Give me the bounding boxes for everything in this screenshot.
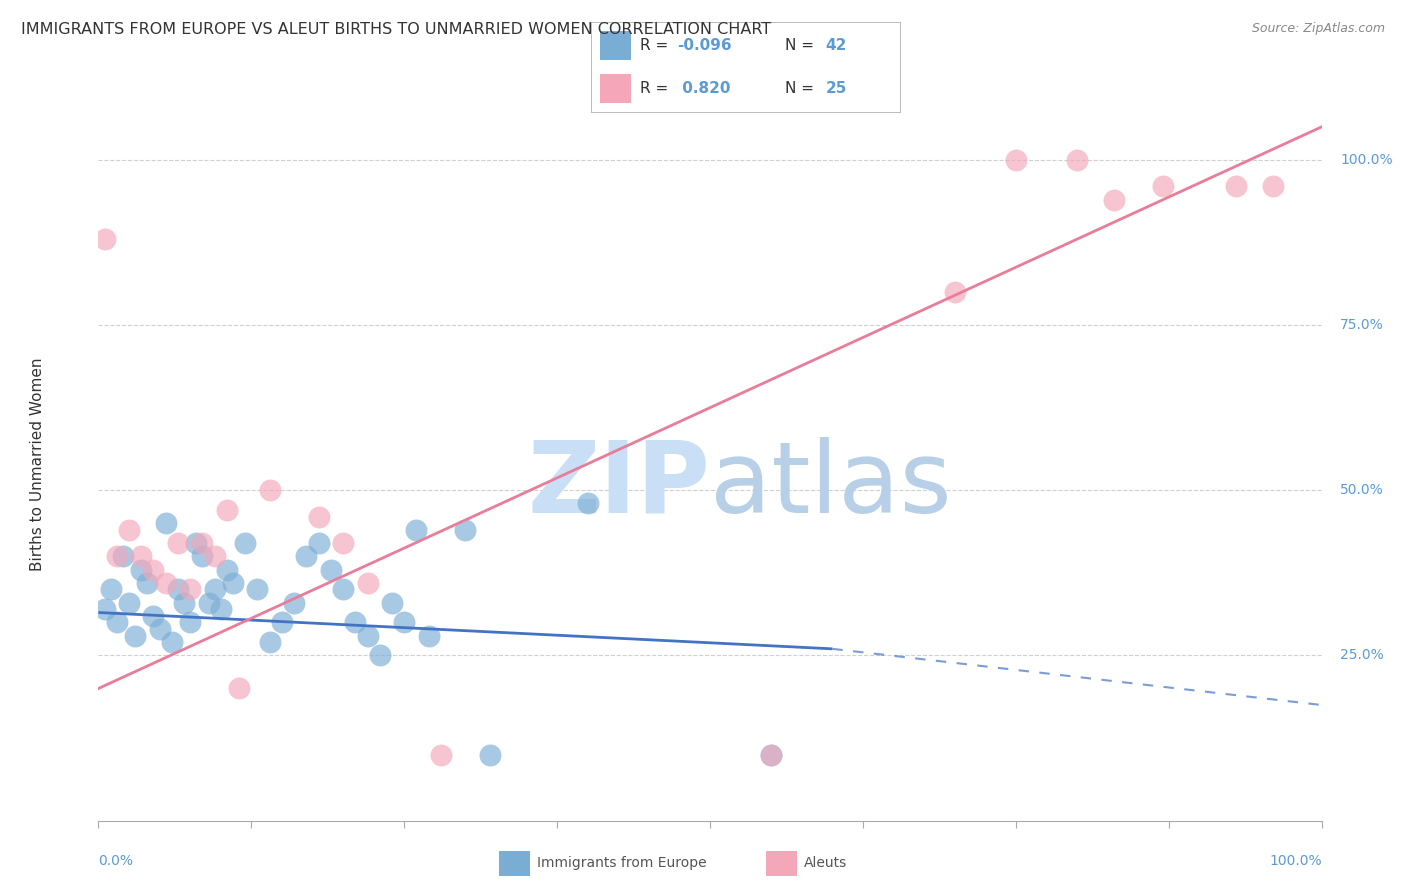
Point bbox=[197, 596, 219, 610]
Text: 25.0%: 25.0% bbox=[1340, 648, 1384, 663]
Point bbox=[129, 549, 152, 564]
Point bbox=[100, 582, 122, 597]
Point bbox=[332, 582, 354, 597]
Point bbox=[430, 747, 453, 762]
Point bbox=[405, 523, 427, 537]
Point bbox=[105, 549, 128, 564]
Text: R =: R = bbox=[640, 81, 673, 95]
Point bbox=[344, 615, 367, 630]
Text: Births to Unmarried Women: Births to Unmarried Women bbox=[30, 357, 45, 571]
Point bbox=[259, 635, 281, 649]
Point bbox=[204, 582, 226, 597]
Point bbox=[204, 549, 226, 564]
Point bbox=[129, 563, 152, 577]
Point bbox=[160, 635, 183, 649]
Text: 50.0%: 50.0% bbox=[1340, 483, 1384, 497]
Point bbox=[233, 536, 256, 550]
Point bbox=[761, 747, 783, 762]
Point bbox=[270, 615, 294, 630]
Point bbox=[167, 536, 190, 550]
Point bbox=[1225, 179, 1247, 194]
Point bbox=[332, 536, 354, 550]
Point bbox=[186, 536, 208, 550]
Point bbox=[308, 536, 330, 550]
Text: 75.0%: 75.0% bbox=[1340, 318, 1384, 332]
Point bbox=[124, 629, 146, 643]
Point bbox=[576, 496, 599, 510]
Text: IMMIGRANTS FROM EUROPE VS ALEUT BIRTHS TO UNMARRIED WOMEN CORRELATION CHART: IMMIGRANTS FROM EUROPE VS ALEUT BIRTHS T… bbox=[21, 22, 772, 37]
Point bbox=[179, 582, 201, 597]
Point bbox=[478, 747, 501, 762]
Point bbox=[1261, 179, 1284, 194]
Text: 25: 25 bbox=[825, 81, 846, 95]
Point bbox=[93, 232, 115, 246]
Point bbox=[418, 629, 440, 643]
Text: Aleuts: Aleuts bbox=[804, 856, 848, 871]
Point bbox=[228, 681, 250, 696]
Point bbox=[118, 523, 141, 537]
Point bbox=[308, 509, 330, 524]
Point bbox=[215, 503, 238, 517]
Point bbox=[155, 575, 177, 590]
Bar bbox=[600, 74, 631, 103]
Text: N =: N = bbox=[786, 38, 820, 53]
Point bbox=[761, 747, 783, 762]
Point bbox=[368, 648, 391, 663]
Point bbox=[111, 549, 134, 564]
Text: 0.0%: 0.0% bbox=[98, 854, 134, 868]
Point bbox=[191, 549, 214, 564]
Text: R =: R = bbox=[640, 38, 673, 53]
Text: 100.0%: 100.0% bbox=[1270, 854, 1322, 868]
Point bbox=[93, 602, 115, 616]
Point bbox=[149, 622, 172, 636]
Text: N =: N = bbox=[786, 81, 820, 95]
Point bbox=[356, 629, 378, 643]
Text: -0.096: -0.096 bbox=[678, 38, 731, 53]
Text: 100.0%: 100.0% bbox=[1340, 153, 1392, 167]
Point bbox=[142, 608, 165, 623]
Point bbox=[381, 596, 404, 610]
Point bbox=[259, 483, 281, 498]
Point bbox=[943, 285, 966, 299]
Text: Source: ZipAtlas.com: Source: ZipAtlas.com bbox=[1251, 22, 1385, 36]
Text: atlas: atlas bbox=[710, 437, 952, 533]
Point bbox=[155, 516, 177, 531]
Point bbox=[295, 549, 318, 564]
Text: 0.820: 0.820 bbox=[678, 81, 731, 95]
Point bbox=[222, 575, 245, 590]
Point bbox=[319, 563, 342, 577]
Point bbox=[454, 523, 477, 537]
Point bbox=[105, 615, 128, 630]
Point bbox=[356, 575, 378, 590]
Point bbox=[179, 615, 201, 630]
Point bbox=[136, 575, 159, 590]
Text: Immigrants from Europe: Immigrants from Europe bbox=[537, 856, 707, 871]
Point bbox=[1152, 179, 1174, 194]
Point bbox=[1004, 153, 1026, 167]
Point bbox=[1066, 153, 1088, 167]
Point bbox=[173, 596, 195, 610]
Text: ZIP: ZIP bbox=[527, 437, 710, 533]
Point bbox=[1102, 193, 1125, 207]
Point bbox=[209, 602, 232, 616]
Bar bbox=[600, 31, 631, 60]
Text: 42: 42 bbox=[825, 38, 846, 53]
Point bbox=[215, 563, 238, 577]
Point bbox=[191, 536, 214, 550]
Point bbox=[283, 596, 305, 610]
Point bbox=[118, 596, 141, 610]
Point bbox=[167, 582, 190, 597]
Point bbox=[246, 582, 269, 597]
Point bbox=[142, 563, 165, 577]
Point bbox=[392, 615, 416, 630]
